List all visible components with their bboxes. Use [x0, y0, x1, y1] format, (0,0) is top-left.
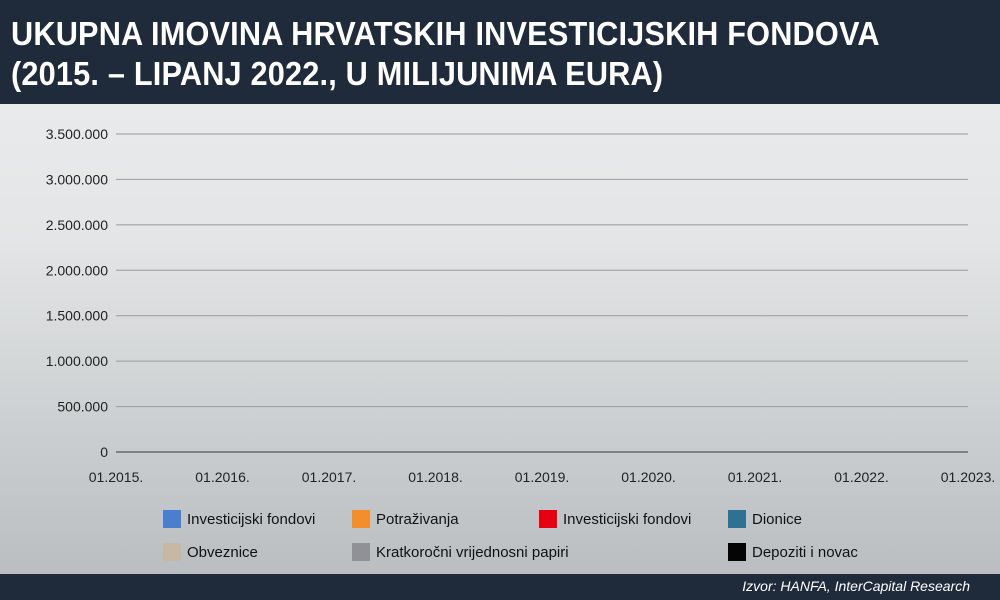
stacked-area-chart: 0 500.000 1.000.000 1.500.000 2.000.000 2.500…: [46, 126, 996, 485]
y-tick-label: 0: [100, 444, 108, 460]
x-tick-label: 01.2019.: [515, 469, 570, 485]
legend-swatch-icon: [539, 510, 557, 528]
legend-label: Investicijski fondovi: [187, 510, 316, 528]
x-tick-label: 01.2016.: [195, 469, 250, 485]
legend-swatch-icon: [728, 510, 746, 528]
source-note: Izvor: HANFA, InterCapital Research: [742, 578, 970, 594]
legend-swatch-icon: [352, 510, 370, 528]
legend-swatch-icon: [163, 510, 181, 528]
y-tick-label: 2.500.000: [46, 217, 108, 233]
y-tick-label: 500.000: [57, 399, 108, 415]
legend-item-kratkorocni-papiri: Kratkoročni vrijednosni papiri: [352, 542, 569, 562]
legend-label: Dionice: [752, 510, 803, 528]
chart-title: UKUPNA IMOVINA HRVATSKIH INVESTICIJSKIH …: [11, 14, 880, 94]
source-bar: Izvor: HANFA, InterCapital Research: [0, 574, 1000, 600]
legend-label: Obveznice: [187, 543, 258, 561]
x-tick-label: 01.2015.: [89, 469, 144, 485]
legend-item-depoziti-i-novac: Depoziti i novac: [728, 542, 858, 562]
x-tick-label: 01.2022.: [834, 469, 889, 485]
legend-swatch-icon: [728, 543, 746, 561]
x-tick-label: 01.2017.: [302, 469, 357, 485]
x-tick-label: 01.2021.: [728, 469, 783, 485]
y-tick-label: 3.500.000: [46, 126, 108, 142]
y-tick-label: 1.000.000: [46, 353, 108, 369]
chart-title-line-1: UKUPNA IMOVINA HRVATSKIH INVESTICIJSKIH …: [11, 15, 880, 52]
x-tick-label: 01.2018.: [408, 469, 463, 485]
legend-label: Kratkoročni vrijednosni papiri: [376, 543, 569, 561]
y-tick-label: 3.000.000: [46, 171, 108, 187]
chart-title-line-2: (2015. – LIPANJ 2022., U MILIJUNIMA EURA…: [11, 55, 664, 92]
x-tick-label: 01.2023.: [941, 469, 996, 485]
legend-label: Investicijski fondovi: [563, 510, 692, 528]
legend-item-dionice: Dionice: [728, 509, 802, 529]
legend-item-investicijski-fondovi-blue: Investicijski fondovi: [163, 509, 315, 529]
legend-swatch-icon: [163, 543, 181, 561]
y-tick-label: 2.000.000: [46, 262, 108, 278]
legend-label: Depoziti i novac: [752, 543, 858, 561]
legend-item-obveznice: Obveznice: [163, 542, 258, 562]
legend-item-potrazivanja: Potraživanja: [352, 509, 459, 529]
y-tick-label: 1.500.000: [46, 308, 108, 324]
legend-item-investicijski-fondovi-red: Investicijski fondovi: [539, 509, 691, 529]
legend-label: Potraživanja: [376, 510, 459, 528]
legend-swatch-icon: [352, 543, 370, 561]
x-tick-label: 01.2020.: [621, 469, 676, 485]
title-banner: UKUPNA IMOVINA HRVATSKIH INVESTICIJSKIH …: [0, 0, 1000, 104]
